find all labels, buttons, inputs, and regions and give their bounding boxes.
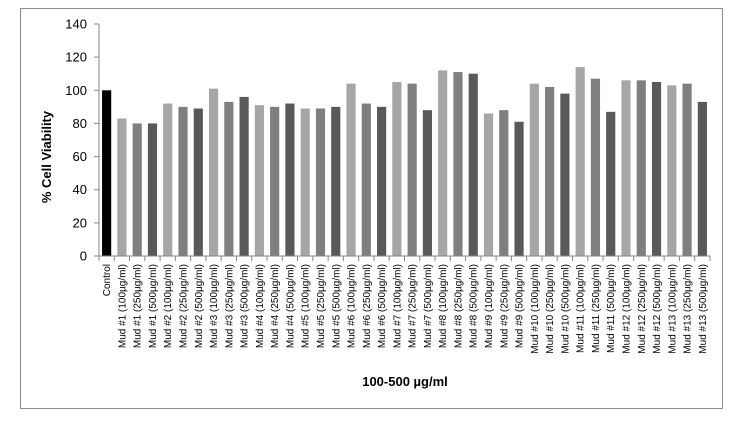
y-tick-label: 100 — [65, 83, 87, 98]
bar — [407, 83, 417, 257]
bar — [147, 123, 158, 256]
bar — [117, 118, 127, 256]
x-tick-label: Mud #7 (100µg/ml) — [392, 264, 403, 348]
x-tick-label: Mud #11 (500µg/ml) — [606, 264, 617, 353]
bar — [392, 82, 402, 256]
x-tick-label: Mud #1 (500µg/ml) — [148, 264, 159, 348]
bar — [453, 72, 463, 256]
bar — [331, 106, 341, 256]
x-tick-label: Mud #4 (250µg/ml) — [270, 264, 281, 348]
bar — [163, 103, 173, 257]
bar — [193, 108, 203, 256]
bar — [208, 88, 219, 256]
x-tick-label: Mud #2 (250µg/ml) — [179, 264, 190, 348]
bar — [560, 93, 570, 256]
bar — [438, 70, 448, 257]
y-tick-label: 120 — [65, 50, 87, 65]
bar — [590, 78, 601, 256]
x-axis: Control Mud #1 (100µg/ml) Mud #1 (250µg/ml… — [98, 255, 711, 354]
bar — [621, 80, 631, 256]
x-tick-label: Mud #3 (500µg/ml) — [240, 264, 251, 348]
x-tick-label: Mud #10 (250µg/ml) — [545, 264, 556, 354]
bar — [575, 67, 585, 256]
bar — [285, 103, 295, 257]
x-tick-label: Mud #7 (250µg/ml) — [408, 264, 419, 348]
bar — [377, 106, 387, 256]
x-tick-label: Mud #7 (500µg/ml) — [423, 264, 434, 348]
bar — [315, 108, 326, 256]
x-tick-label: Mud #5 (100µg/ml) — [301, 264, 312, 348]
bar — [346, 83, 356, 257]
x-tick-label: Mud #1 (100µg/ml) — [117, 264, 128, 348]
bar — [132, 123, 142, 256]
x-tick-label: Mud #6 (250µg/ml) — [362, 264, 373, 348]
x-tick-label: Mud #8 (500µg/ml) — [469, 264, 480, 348]
bar — [697, 101, 707, 256]
x-tick-label: Mud #6 (100µg/ml) — [347, 264, 358, 348]
y-axis: 0 20 40 60 80 100 120 140 — [65, 17, 100, 264]
x-tick-label: Mud #11 (250µg/ml) — [591, 264, 602, 353]
bar — [270, 106, 280, 256]
bar — [499, 110, 509, 257]
x-tick-label: Mud #2 (100µg/ml) — [163, 264, 174, 348]
x-tick-label: Mud #10 (100µg/ml) — [530, 264, 541, 354]
x-tick-label: Mud #2 (500µg/ml) — [194, 264, 205, 348]
x-tick-label: Mud #3 (100µg/ml) — [209, 264, 220, 348]
x-tick-label: Mud #9 (250µg/ml) — [499, 264, 510, 348]
bar — [651, 82, 662, 256]
x-tick-label: Mud #12 (250µg/ml) — [637, 264, 648, 354]
x-tick-label: Mud #13 (250µg/ml) — [683, 264, 694, 354]
x-tick-label: Mud #13 (100µg/ml) — [667, 264, 678, 354]
bar — [529, 83, 539, 257]
x-tick-label: Mud #4 (100µg/ml) — [255, 264, 266, 348]
x-tick-label: Mud #10 (500µg/ml) — [560, 264, 571, 354]
bar — [178, 106, 188, 256]
x-tick-label: Mud #3 (250µg/ml) — [224, 264, 235, 348]
bar — [239, 96, 249, 257]
y-tick-label: 140 — [65, 17, 87, 32]
bar — [468, 73, 478, 256]
y-tick-label: 80 — [73, 116, 87, 131]
bar — [254, 105, 264, 256]
bars — [102, 67, 707, 257]
y-tick-label: 20 — [73, 215, 87, 230]
x-tick-label: Mud #1 (250µg/ml) — [133, 264, 144, 348]
bar — [422, 110, 432, 257]
x-tick-label: Mud #9 (500µg/ml) — [515, 264, 526, 348]
bar — [545, 86, 555, 256]
y-tick-label: 0 — [80, 249, 87, 264]
bar — [667, 85, 677, 256]
bar — [636, 80, 646, 256]
bar — [483, 113, 494, 256]
bar — [224, 101, 234, 256]
bar — [300, 108, 310, 256]
x-tick-label: Mud #6 (500µg/ml) — [377, 264, 388, 348]
x-tick-label: Mud #8 (100µg/ml) — [438, 264, 449, 348]
x-axis-title: 100-500 µg/ml — [362, 374, 448, 389]
x-tick-label: Mud #8 (250µg/ml) — [453, 264, 464, 348]
x-tick-label: Mud #5 (500µg/ml) — [331, 264, 342, 348]
x-tick-label: Mud #13 (500µg/ml) — [698, 264, 709, 354]
x-tick-label: Mud #4 (500µg/ml) — [285, 264, 296, 348]
x-tick-label: Mud #12 (100µg/ml) — [621, 264, 632, 354]
x-tick-label: Mud #9 (100µg/ml) — [484, 264, 495, 348]
bar — [514, 121, 524, 257]
y-axis-title: % Cell Viability — [39, 110, 54, 203]
y-tick-label: 60 — [73, 149, 87, 164]
x-tick-label: Mud #12 (500µg/ml) — [652, 264, 663, 354]
x-tick-label: Control — [102, 264, 113, 296]
x-tick-label: Mud #11 (100µg/ml) — [576, 264, 587, 353]
bar — [682, 83, 692, 257]
x-tick-label: Mud #5 (250µg/ml) — [316, 264, 327, 348]
bar — [361, 103, 371, 257]
bar — [102, 90, 112, 257]
bar — [606, 111, 616, 256]
y-tick-label: 40 — [73, 182, 87, 197]
